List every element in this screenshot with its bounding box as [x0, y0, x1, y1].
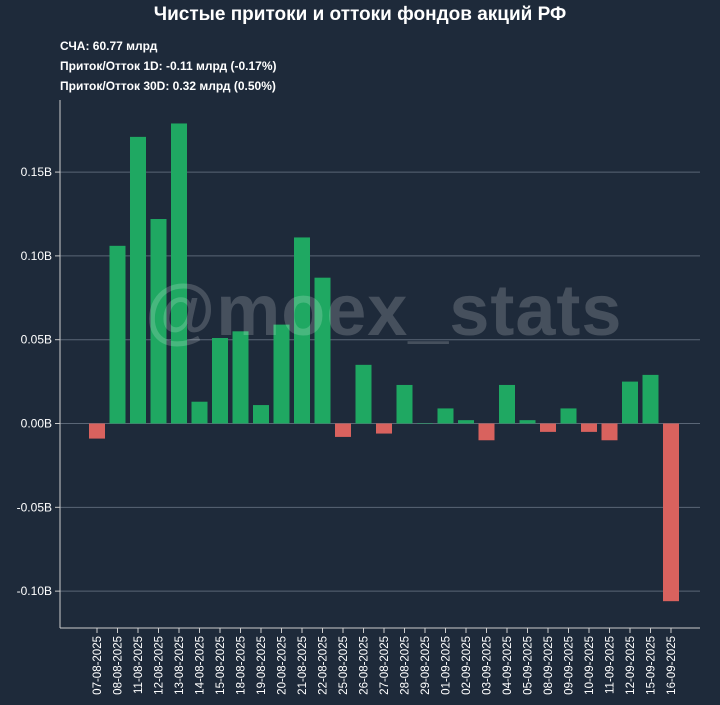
x-tick-label: 29-08-2025 — [420, 636, 432, 695]
x-tick-label: 12-09-2025 — [625, 636, 637, 695]
x-tick-label: 11-08-2025 — [133, 636, 145, 694]
x-tick-label: 11-09-2025 — [605, 636, 617, 694]
bar — [89, 423, 105, 439]
x-tick-label: 10-09-2025 — [584, 636, 596, 695]
bar — [519, 420, 536, 424]
x-tick-label: 21-08-2025 — [297, 636, 309, 695]
x-tick-label: 12-08-2025 — [154, 636, 166, 695]
x-tick-label: 07-08-2025 — [92, 636, 104, 695]
bar — [437, 408, 454, 424]
bar — [232, 331, 249, 424]
bar — [253, 405, 269, 424]
bar — [273, 324, 290, 424]
bar — [417, 423, 433, 425]
bar — [376, 423, 392, 434]
bar — [355, 364, 372, 424]
x-tick-label: 22-08-2025 — [318, 636, 330, 695]
y-tick-label: 0.15B — [21, 165, 52, 179]
x-tick-label: 04-09-2025 — [502, 636, 514, 695]
flow-30d-stat: Приток/Отток 30D: 0.32 млрд (0.50%) — [60, 79, 276, 93]
x-tick-label: 03-09-2025 — [482, 636, 494, 695]
bar — [499, 384, 515, 424]
y-tick-label: 0.05B — [21, 333, 52, 347]
y-tick-label: -0.10B — [17, 584, 52, 598]
x-tick-label: 25-08-2025 — [338, 636, 350, 695]
bar — [540, 423, 556, 432]
bar — [171, 123, 187, 424]
bar — [212, 338, 228, 424]
x-tick-label: 13-08-2025 — [174, 636, 186, 695]
bar — [458, 420, 474, 424]
x-tick-label: 26-08-2025 — [359, 636, 371, 695]
nav-stat: СЧА: 60.77 млрд — [60, 39, 158, 53]
x-tick-label: 27-08-2025 — [379, 636, 391, 695]
bar — [130, 136, 146, 424]
x-tick-label: 02-09-2025 — [461, 636, 473, 695]
y-tick-label: -0.05B — [17, 500, 52, 514]
bar — [314, 277, 331, 424]
chart-title: Чистые притоки и оттоки фондов акций РФ — [153, 4, 567, 25]
x-tick-label: 19-08-2025 — [256, 636, 268, 695]
bar — [396, 384, 413, 424]
x-tick-label: 05-09-2025 — [523, 636, 535, 695]
bar — [335, 423, 351, 437]
bar — [663, 423, 679, 602]
x-tick-label: 15-09-2025 — [646, 636, 658, 695]
x-tick-label: 01-09-2025 — [441, 636, 453, 695]
bar — [150, 219, 167, 424]
bar — [191, 401, 208, 424]
flow-1d-stat: Приток/Отток 1D: -0.11 млрд (-0.17%) — [60, 59, 277, 73]
bar — [109, 245, 126, 424]
stats-block: СЧА: 60.77 млрд Приток/Отток 1D: -0.11 м… — [60, 36, 277, 96]
x-tick-label: 08-08-2025 — [113, 636, 125, 695]
bar — [622, 381, 638, 424]
x-tick-label: 28-08-2025 — [400, 636, 412, 695]
bar — [642, 374, 659, 424]
x-tick-label: 09-09-2025 — [564, 636, 576, 695]
bar — [478, 423, 495, 441]
x-tick-label: 18-08-2025 — [236, 636, 248, 695]
x-tick-label: 14-08-2025 — [195, 636, 207, 695]
bar — [581, 423, 597, 432]
y-tick-label: 0.10B — [21, 249, 52, 263]
x-tick-label: 08-09-2025 — [543, 636, 555, 695]
x-tick-label: 20-08-2025 — [277, 636, 289, 695]
bar — [601, 423, 618, 441]
bar — [294, 237, 310, 424]
x-tick-label: 16-09-2025 — [666, 636, 678, 695]
y-tick-label: 0.00B — [21, 417, 52, 431]
bar — [560, 408, 577, 424]
x-tick-label: 15-08-2025 — [215, 636, 227, 695]
